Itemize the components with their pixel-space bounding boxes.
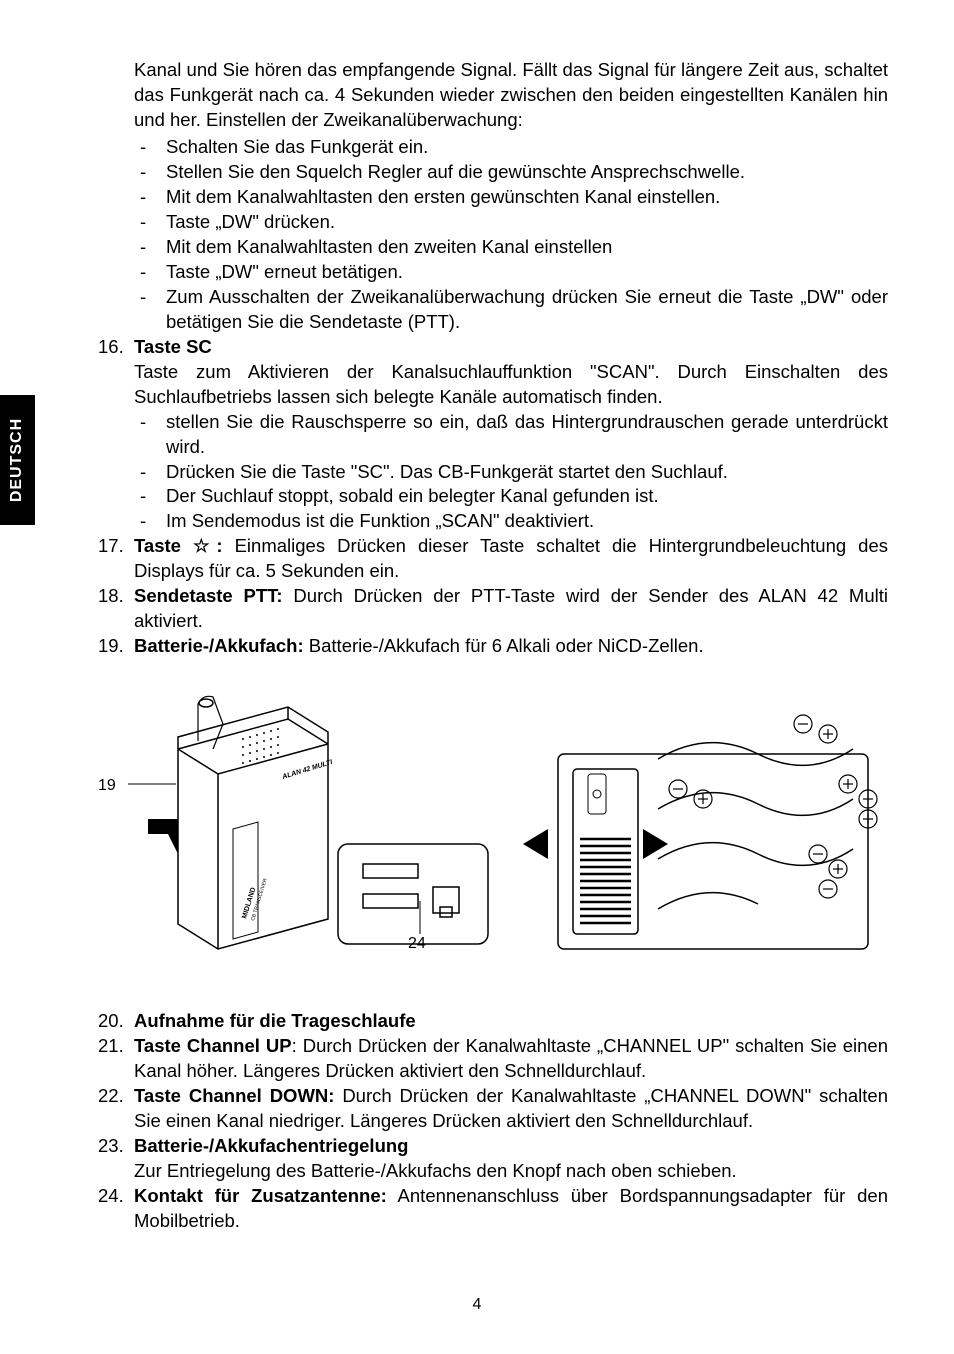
list-item: stellen Sie die Rauschsperre so ein, daß… <box>134 410 888 460</box>
item-19: 19. Batterie-/Akkufach: Batterie-/Akkufa… <box>98 634 888 659</box>
list-item: Stellen Sie den Squelch Regler auf die g… <box>134 160 888 185</box>
list-item: Taste „DW" drücken. <box>134 210 888 235</box>
item-number: 20. <box>98 1009 124 1034</box>
item-16: 16. Taste SC <box>98 335 888 360</box>
list-item: Zum Ausschalten der Zweikanalüberwachung… <box>134 285 888 335</box>
item-18: 18. Sendetaste PTT: Durch Drücken der PT… <box>98 584 888 634</box>
item-number: 17. <box>98 534 124 559</box>
battery-compartment-illustration <box>518 689 888 969</box>
item-title: Aufnahme für die Trageschlaufe <box>134 1010 416 1031</box>
list-item: Drücken Sie die Taste "SC". Das CB-Funkg… <box>134 460 888 485</box>
item-title: Batterie-/Akkufach: <box>134 635 304 656</box>
intro-bullet-list: Schalten Sie das Funkgerät ein. Stellen … <box>134 135 888 335</box>
item-number: 23. <box>98 1134 124 1159</box>
svg-text:ALAN 42 MULTI: ALAN 42 MULTI <box>281 759 335 781</box>
item-23-text: Zur Entriegelung des Batterie-/Akkufachs… <box>134 1159 888 1184</box>
star-icon: ☆ <box>193 535 216 556</box>
item-23: 23. Batterie-/Akkufachentriegelung <box>98 1134 888 1159</box>
page-content: Kanal und Sie hören das empfangende Sign… <box>98 58 888 1234</box>
language-label: DEUTSCH <box>9 418 27 502</box>
item-16-desc: Taste zum Aktivieren der Kanalsuchlauffu… <box>134 360 888 410</box>
item-21: 21. Taste Channel UP: Durch Drücken der … <box>98 1034 888 1084</box>
item-number: 18. <box>98 584 124 609</box>
callout-label-19: 19 <box>98 775 116 797</box>
figure-area: 19 24 <box>98 689 888 979</box>
item-text: Einmaliges Drücken dieser Taste schaltet… <box>134 535 888 581</box>
item-title: Batterie-/Akkufachentriegelung <box>134 1135 408 1156</box>
page-number: 4 <box>0 1296 954 1314</box>
intro-paragraph: Kanal und Sie hören das empfangende Sign… <box>134 58 888 133</box>
item-16-bullets: stellen Sie die Rauschsperre so ein, daß… <box>134 410 888 535</box>
list-item: Mit dem Kanalwahltasten den zweiten Kana… <box>134 235 888 260</box>
item-number: 16. <box>98 335 124 360</box>
item-title: Taste SC <box>134 336 212 357</box>
item-number: 24. <box>98 1184 124 1209</box>
list-item: Im Sendemodus ist die Funktion „SCAN" de… <box>134 509 888 534</box>
item-22: 22. Taste Channel DOWN: Durch Drücken de… <box>98 1084 888 1134</box>
item-number: 19. <box>98 634 124 659</box>
item-title: Taste Channel UP <box>134 1035 292 1056</box>
item-text: Batterie-/Akkufach für 6 Alkali oder NiC… <box>304 635 704 656</box>
item-17: 17. Taste ☆: Einmaliges Drücken dieser T… <box>98 534 888 584</box>
item-number: 22. <box>98 1084 124 1109</box>
list-item: Taste „DW" erneut betätigen. <box>134 260 888 285</box>
item-title-prefix: Taste <box>134 535 193 556</box>
language-tab: DEUTSCH <box>0 395 35 525</box>
item-title: Kontakt für Zusatzantenne: <box>134 1185 387 1206</box>
item-24: 24. Kontakt für Zusatzantenne: Antennena… <box>98 1184 888 1234</box>
item-title: Sendetaste PTT: <box>134 585 283 606</box>
item-title: Taste Channel DOWN: <box>134 1085 334 1106</box>
list-item: Der Suchlauf stoppt, sobald ein belegter… <box>134 484 888 509</box>
device-illustration: MIDLAND CB TRANSCEIVER ALAN 42 MULTI <box>128 689 348 969</box>
list-item: Schalten Sie das Funkgerät ein. <box>134 135 888 160</box>
connector-illustration <box>333 839 493 959</box>
list-item: Mit dem Kanalwahltasten den ersten gewün… <box>134 185 888 210</box>
item-number: 21. <box>98 1034 124 1059</box>
item-20: 20. Aufnahme für die Trageschlaufe <box>98 1009 888 1034</box>
